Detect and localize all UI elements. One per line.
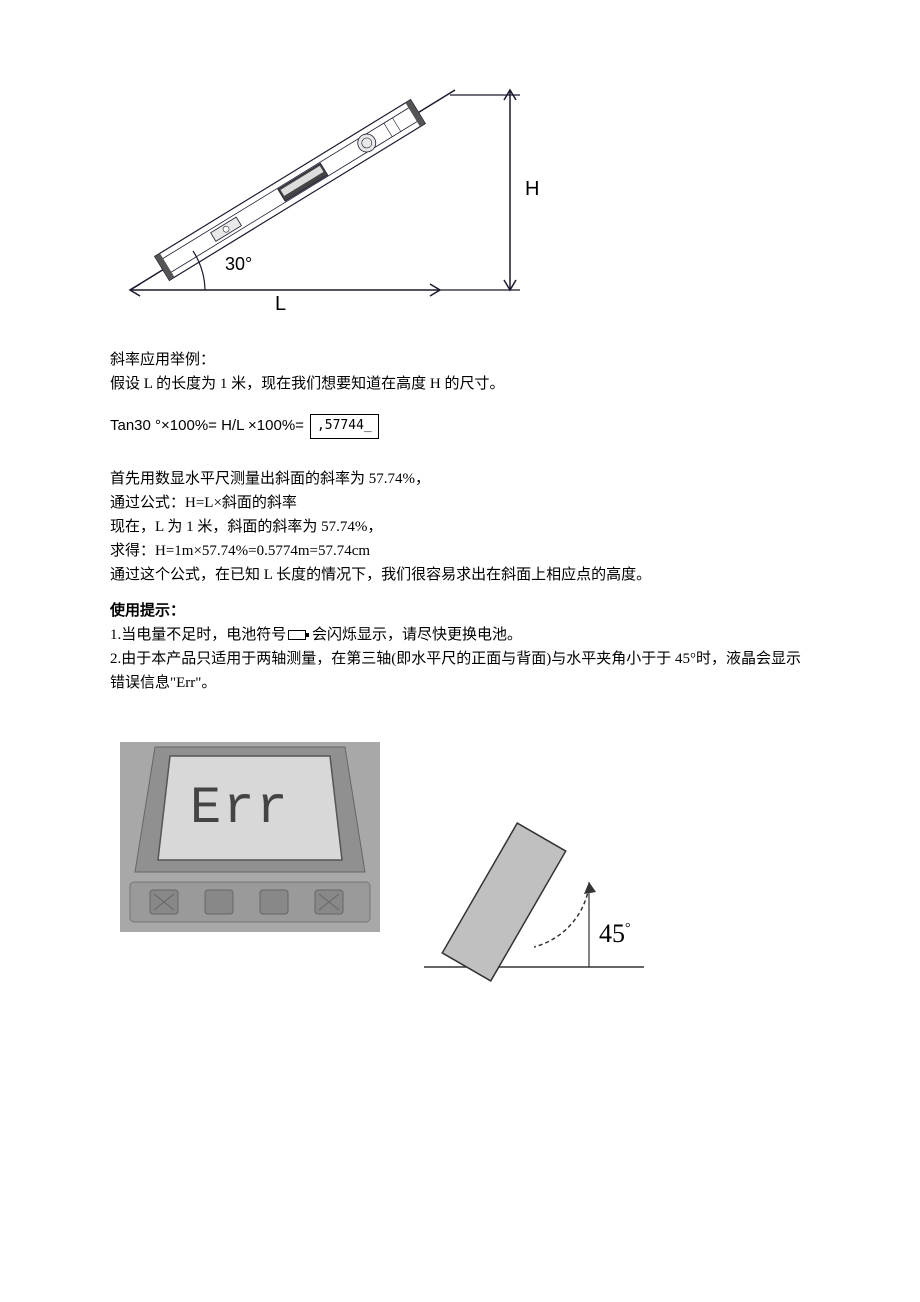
calculation-block: 首先用数显水平尺测量出斜面的斜率为 57.74%， 通过公式：H=L×斜面的斜率…: [110, 467, 810, 587]
tip1-pre: 1.当电量不足时，电池符号: [110, 627, 286, 643]
formula-line: Tan30 °×100%= H/L ×100%= ,57744_: [110, 414, 810, 439]
formula-prefix: Tan30 °×100%= H/L ×100%=: [110, 414, 304, 438]
slope-example-title: 斜率应用举例：: [110, 348, 810, 372]
slope-example-intro: 斜率应用举例： 假设 L 的长度为 1 米，现在我们想要知道在高度 H 的尺寸。: [110, 348, 810, 396]
angle-30-label: 30°: [225, 254, 252, 274]
angle-45-label: 45°: [599, 919, 631, 948]
calc-line4: 求得：H=1m×57.74%=0.5774m=57.74cm: [110, 539, 810, 563]
angle-45-diagram: 45°: [414, 782, 674, 982]
slope-example-line1: 假设 L 的长度为 1 米，现在我们想要知道在高度 H 的尺寸。: [110, 372, 810, 396]
tip1-post: 会闪烁显示，请尽快更换电池。: [308, 627, 522, 643]
lcd-value-box: ,57744_: [310, 414, 379, 439]
tip1: 1.当电量不足时，电池符号 会闪烁显示，请尽快更换电池。: [110, 623, 810, 647]
err-text: Err: [190, 779, 290, 838]
calc-line3: 现在，L 为 1 米，斜面的斜率为 57.74%，: [110, 515, 810, 539]
height-h-label: H: [525, 178, 539, 200]
calc-line5: 通过这个公式，在已知 L 长度的情况下，我们很容易求出在斜面上相应点的高度。: [110, 563, 810, 587]
tip2: 2.由于本产品只适用于两轴测量，在第三轴(即水平尺的正面与背面)与水平夹角小于于…: [110, 647, 810, 695]
err-display-diagram: Err: [120, 742, 380, 932]
length-l-label: L: [275, 293, 286, 310]
battery-icon: [288, 630, 306, 640]
tips-header: 使用提示：: [110, 599, 810, 623]
slope-diagram: 30° H L: [110, 40, 540, 310]
slope-diagram-container: 30° H L: [110, 40, 810, 318]
tips-block: 使用提示： 1.当电量不足时，电池符号 会闪烁显示，请尽快更换电池。 2.由于本…: [110, 599, 810, 695]
calc-line2: 通过公式：H=L×斜面的斜率: [110, 491, 810, 515]
calc-line1: 首先用数显水平尺测量出斜面的斜率为 57.74%，: [110, 467, 810, 491]
